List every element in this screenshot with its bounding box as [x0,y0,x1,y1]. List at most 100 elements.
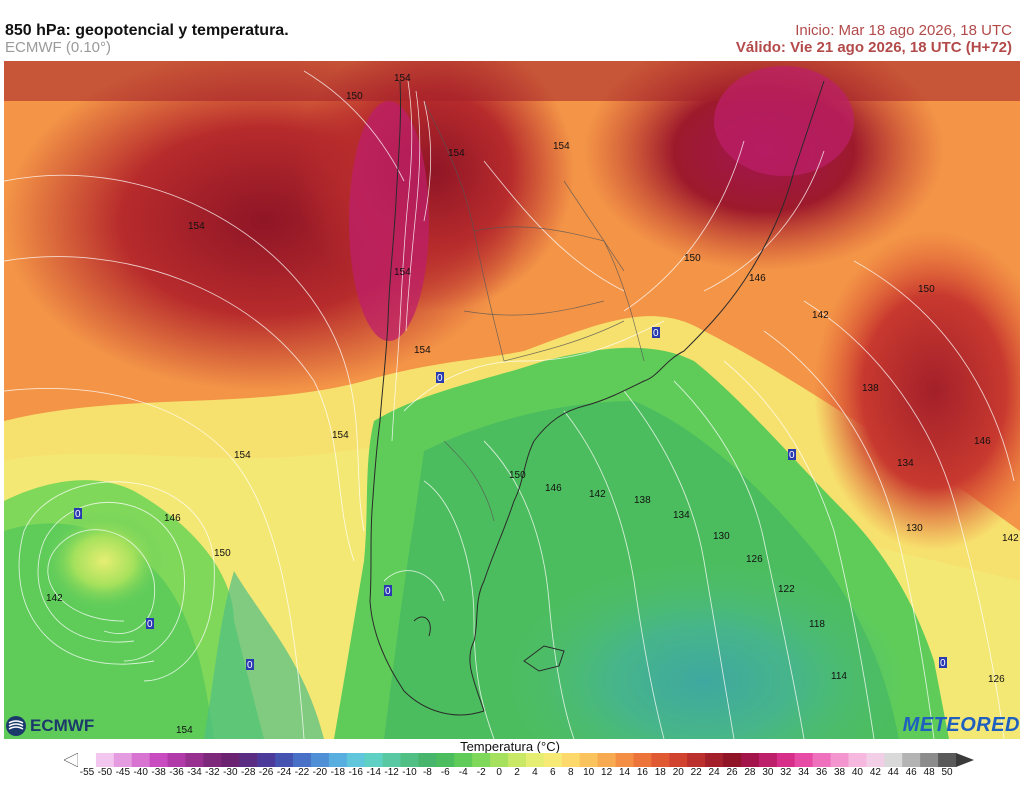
pacific-low-core [44,511,164,611]
country-borders [423,100,645,522]
geopotential-label: 154 [394,73,411,84]
legend-swatch [561,753,581,767]
geopotential-label: 154 [176,725,193,736]
legend-swatch [884,753,903,767]
legend-tick-label: 40 [851,767,863,778]
geopotential-label: 150 [918,284,935,295]
legend-swatch [812,753,832,767]
legend-tick-label: 36 [816,767,828,778]
legend-tick-label: 48 [923,767,935,778]
geopotential-label: 154 [394,267,411,278]
legend-swatch [633,753,652,767]
legend-swatch [902,753,921,767]
hot-east-core [814,231,1020,551]
legend-tick-label: 28 [744,767,756,778]
legend-swatch [669,753,688,767]
geopotential-label: 154 [414,345,431,356]
legend-tick-labels: -55 -50 -45 -40 -38 -36 -34 -32 -30 -28 -26 -24 -22-… [0,767,1024,781]
geopotential-label: 138 [634,495,651,506]
legend-tick-label: 18 [654,767,666,778]
geopotential-label: 114 [831,671,847,682]
legend-swatch [740,753,760,767]
legend-swatch [275,753,294,767]
freezing-label: 0 [247,660,253,671]
legend-title: Temperatura (°C) [460,739,560,754]
legend-tick-label: -4 [458,767,468,778]
legend-tick-label: 22 [690,767,702,778]
coastlines [369,80,825,716]
legend-tick-label: 4 [532,767,538,778]
legend-swatch [185,753,204,767]
legend-swatch [203,753,222,767]
legend-tick-label: 38 [833,767,846,778]
temperature-legend: Temperatura (°C) -55 -50 -45 -40 -38 -36 -34 -3… [0,739,1024,799]
geopotential-label: 154 [448,148,465,159]
legend-swatch [525,753,545,767]
legend-swatch [758,753,778,767]
legend-tick-label: 32 [780,767,792,778]
magenta-brazil [714,66,854,176]
geopotential-label: 126 [988,674,1005,685]
cold-core [504,561,904,739]
legend-swatch [597,753,617,767]
weather-map[interactable]: 154 150 154 154 154 154 154 154 146 150 … [4,61,1020,739]
legend-tick-label: 20 [672,767,684,778]
legend-tick-label: 12 [601,767,613,778]
legend-swatch [78,753,97,767]
legend-swatch [615,753,634,767]
legend-tick-label: -12 [384,767,399,778]
legend-swatch [705,753,724,767]
legend-tick-label: -26 [258,767,274,778]
legend-tick-label: 26 [726,767,738,778]
freezing-label: 0 [653,328,659,339]
temperature-geopotential-map[interactable]: 154 150 154 154 154 154 154 154 146 150 … [4,61,1020,739]
geopotential-label: 134 [673,510,690,521]
geopotential-label: 154 [332,430,349,441]
legend-tick-label: -20 [312,767,328,778]
geopotential-label: 150 [346,91,363,102]
freezing-label: 0 [437,373,443,384]
legend-tick-label: -38 [151,767,166,778]
legend-tick-label: 24 [708,767,720,778]
legend-tick-label: 42 [869,767,881,778]
legend-swatch [400,753,419,767]
ecmwf-logo-text: ECMWF [30,716,95,735]
legend-swatch [687,753,706,767]
geopotential-label: 142 [1002,533,1019,544]
legend-swatch [920,753,939,767]
legend-swatch [346,753,366,767]
ecmwf-logo: ECMWF [5,714,94,738]
legend-tick-label: -36 [169,767,184,778]
geopotential-label: 138 [862,383,879,394]
ecmwf-mark-icon [6,716,26,736]
legend-swatch [293,753,312,767]
geopotential-label: 134 [897,458,914,469]
freezing-label: 0 [789,450,795,461]
legend-swatch [508,753,527,767]
geopotential-label: 146 [545,483,562,494]
legend-arrow-left [64,753,79,767]
geopotential-label: 142 [812,310,829,321]
geopotential-label: 142 [589,489,606,500]
legend-swatch [149,753,169,767]
legend-swatch [651,753,670,767]
legend-tick-label: 44 [887,767,899,778]
legend-swatch [830,753,849,767]
legend-tick-label: 6 [550,767,556,778]
legend-tick-label: -40 [133,767,148,778]
freezing-label: 0 [147,619,153,630]
magenta-andes [349,101,429,341]
legend-swatch [131,753,151,767]
legend-swatch [328,753,348,767]
legend-tick-label: 0 [496,767,502,778]
run-time: Inicio: Mar 18 ago 2026, 18 UTC [795,22,1012,39]
geopotential-label: 142 [46,593,63,604]
geopotential-label: 154 [234,450,251,461]
legend-swatch [794,753,814,767]
legend-tick-label: -14 [366,767,381,778]
geopotential-label: 150 [214,548,231,559]
geopotential-label: 150 [684,253,701,264]
map-title: 850 hPa: geopotencial y temperatura. [5,22,289,39]
legend-tick-label: 30 [762,767,774,778]
legend-tick-label: -55 [79,767,95,778]
